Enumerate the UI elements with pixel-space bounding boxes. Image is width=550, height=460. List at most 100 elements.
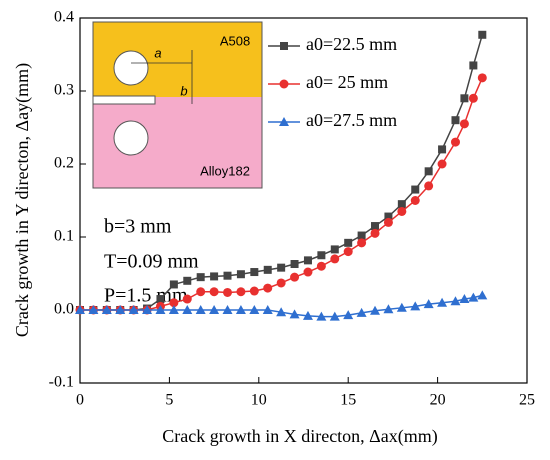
point <box>155 305 166 314</box>
point <box>263 265 272 274</box>
point <box>344 238 353 247</box>
point <box>424 167 433 176</box>
point <box>370 228 380 238</box>
x-tick-label: 5 <box>165 392 173 409</box>
point <box>263 283 273 293</box>
point <box>459 119 469 129</box>
point <box>303 256 312 265</box>
point <box>396 302 407 312</box>
legend-label: a0=22.5 mm <box>306 34 397 54</box>
point <box>115 305 126 314</box>
point <box>223 271 232 280</box>
point <box>156 295 165 304</box>
point <box>209 287 219 297</box>
point <box>290 260 299 269</box>
point <box>142 305 153 314</box>
y-tick-label: 0.2 <box>54 155 74 172</box>
point <box>101 305 112 314</box>
point <box>468 93 478 103</box>
annotation: P=1.5 mm <box>104 285 188 307</box>
point <box>182 294 192 304</box>
point <box>316 261 326 271</box>
y-tick-label: -0.1 <box>49 374 74 391</box>
point <box>424 181 434 191</box>
point <box>410 301 421 311</box>
point <box>450 296 461 306</box>
x-tick-label: 25 <box>519 392 535 409</box>
point <box>316 311 327 321</box>
inset-label: Alloy182 <box>200 163 250 178</box>
point <box>438 145 447 154</box>
point <box>235 305 246 314</box>
point <box>276 307 287 317</box>
point <box>460 94 469 103</box>
annotation: b=3 mm <box>104 216 172 238</box>
point <box>329 311 340 321</box>
point <box>330 245 339 254</box>
inset-label: A508 <box>220 33 250 48</box>
point <box>128 305 139 314</box>
point <box>383 217 393 227</box>
point <box>169 298 179 308</box>
x-tick-label: 15 <box>340 392 356 409</box>
y-tick-label: 0.3 <box>54 82 74 99</box>
point <box>222 305 233 314</box>
point <box>236 287 246 297</box>
y-axis-label: Crack growth in Y directon, Δay(mm) <box>12 63 33 337</box>
point <box>302 310 313 320</box>
annotation: T=0.09 mm <box>104 251 199 273</box>
point <box>451 116 460 125</box>
y-tick-label: 0.1 <box>54 228 74 245</box>
point <box>182 305 193 314</box>
point <box>317 251 326 260</box>
x-tick-label: 20 <box>430 392 446 409</box>
point <box>357 238 367 248</box>
inset-border <box>92 21 263 189</box>
legend-label: a0= 25 mm <box>306 72 388 92</box>
point <box>75 305 85 314</box>
point <box>437 297 448 307</box>
point <box>277 263 286 272</box>
point <box>276 278 286 288</box>
point <box>250 268 259 277</box>
point <box>478 30 487 39</box>
point <box>384 212 393 221</box>
point <box>209 305 220 314</box>
point <box>196 287 206 297</box>
x-tick-label: 10 <box>251 392 267 409</box>
point <box>459 294 470 304</box>
legend-marker <box>280 42 288 50</box>
point <box>249 305 260 314</box>
x-tick-label: 0 <box>76 392 84 409</box>
inset-hole <box>113 50 149 86</box>
point <box>397 200 406 209</box>
point <box>303 267 313 277</box>
point <box>290 272 300 282</box>
point <box>262 305 273 314</box>
point <box>383 304 394 314</box>
point <box>410 196 420 205</box>
point <box>469 61 478 70</box>
point <box>196 273 205 282</box>
point <box>343 310 354 320</box>
point <box>249 286 259 296</box>
point <box>343 247 353 257</box>
point <box>195 305 206 314</box>
inset: A508 Alloy182 a b <box>92 21 263 189</box>
x-axis-label: Crack growth in X directon, Δax(mm) <box>162 426 438 447</box>
point <box>371 222 380 231</box>
inset-label: a <box>154 45 161 60</box>
inset-notch <box>92 95 156 105</box>
point <box>468 292 479 302</box>
point <box>183 276 192 285</box>
point <box>477 73 487 83</box>
point <box>236 270 245 279</box>
inset-hole <box>113 120 149 156</box>
point <box>411 185 420 194</box>
point <box>169 280 178 289</box>
legend-label: a0=27.5 mm <box>306 110 397 130</box>
point <box>88 305 99 314</box>
legend-marker <box>279 79 289 89</box>
point <box>168 305 179 314</box>
